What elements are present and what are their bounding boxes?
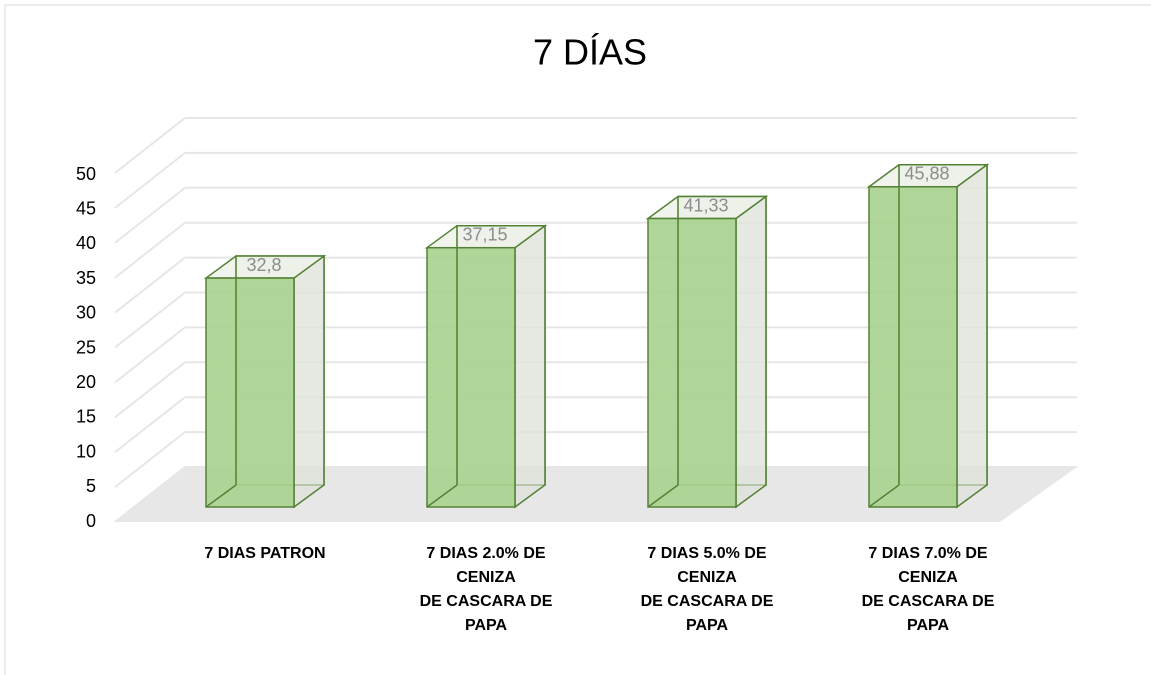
floor (115, 467, 1077, 522)
y-tick-label: 20 (76, 372, 96, 392)
y-tick-label: 25 (76, 337, 96, 357)
y-tick-label: 50 (76, 164, 96, 184)
bar-edge (868, 484, 900, 508)
x-tick-label: 7 DIAS 7.0% DE CENIZA DE CASCARA DE PAPA (861, 545, 995, 634)
grid-line-side (114, 361, 186, 419)
grid-line-side (114, 187, 186, 244)
y-tick-label: 45 (76, 198, 96, 218)
y-tick-label: 30 (76, 303, 96, 323)
data-label: 41,33 (683, 195, 728, 215)
data-label: 32,8 (246, 255, 281, 275)
grid-line-side (114, 117, 186, 174)
grid-line-side (114, 221, 186, 279)
data-label: 45,88 (904, 164, 949, 184)
bar-front (205, 277, 295, 508)
x-tick-label: 7 DIAS PATRON (204, 545, 326, 562)
y-tick-label: 0 (86, 511, 96, 531)
x-tick-label: 7 DIAS 2.0% DE CENIZA DE CASCARA DE PAPA (419, 545, 553, 634)
chart-frame (4, 4, 1151, 675)
y-tick-label: 40 (76, 233, 96, 253)
y-tick-label: 15 (76, 407, 96, 427)
bar (203, 254, 327, 509)
bar-edge (205, 484, 237, 508)
grid-line-side (114, 326, 186, 384)
grid-line-side (114, 466, 186, 523)
bar-front (647, 217, 737, 508)
bar-edge (647, 484, 679, 508)
y-tick-label: 35 (76, 268, 96, 288)
bar (424, 224, 548, 509)
bar-side (735, 195, 767, 509)
y-tick-label: 10 (76, 441, 96, 461)
data-label: 37,15 (462, 224, 507, 244)
x-tick-label: 7 DIAS 5.0% DE CENIZA DE CASCARA DE PAPA (640, 545, 774, 634)
y-tick-label: 5 (86, 476, 96, 496)
bar-side (956, 163, 988, 509)
bar-front (426, 246, 516, 508)
bar-side (293, 254, 325, 509)
bar (866, 163, 990, 509)
grid-line-side (114, 256, 186, 314)
chart-title: 7 DÍAS (533, 32, 647, 73)
bar-front (868, 186, 958, 508)
bar-side (514, 224, 546, 509)
grid-line-side (114, 431, 186, 488)
bar (645, 195, 769, 509)
grid-line-side (114, 396, 186, 453)
grid-line-side (114, 291, 186, 349)
grid-line-side (114, 152, 186, 209)
bar-edge (426, 484, 458, 508)
